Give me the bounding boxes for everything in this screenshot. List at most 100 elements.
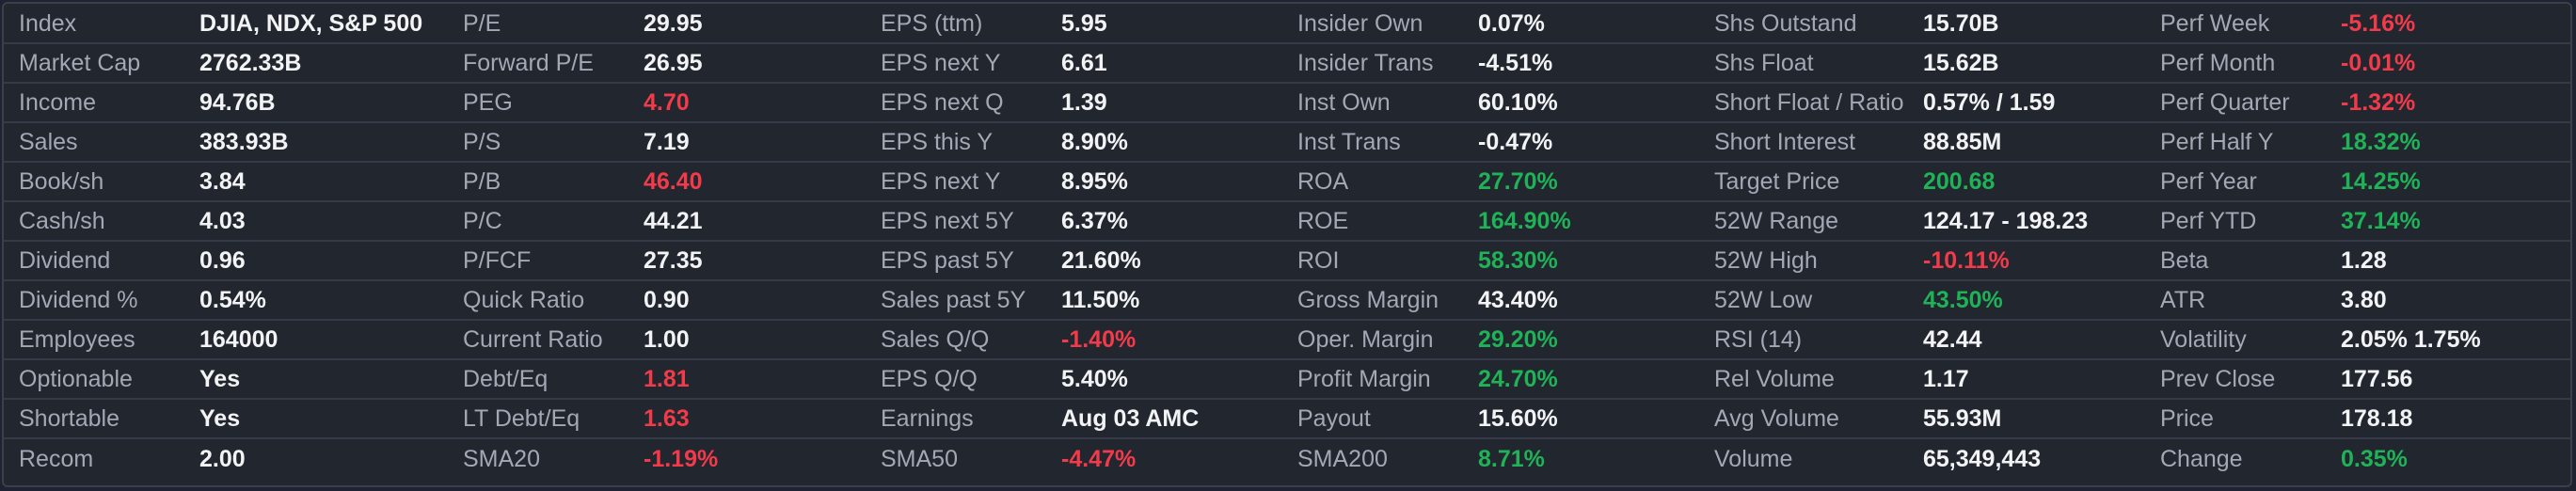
metric-value: 1.00: [644, 320, 866, 360]
metric-label: P/FCF: [448, 241, 644, 281]
metric-label: 52W Range: [1699, 201, 1923, 242]
metric-label: Forward P/E: [448, 43, 644, 84]
metric-value: 15.70B: [1923, 4, 2145, 44]
metric-value: DJIA, NDX, S&P 500: [199, 4, 448, 44]
metric-value: -5.16%: [2341, 4, 2570, 44]
metric-value: 1.81: [644, 359, 866, 400]
metric-label: Shs Float: [1699, 43, 1923, 84]
snapshot-body: Index DJIA, NDX, S&P 500 P/E 29.95 EPS (ttm)…: [4, 4, 2570, 478]
metric-label: Optionable: [4, 359, 199, 400]
metric-label: Volume: [1714, 445, 1793, 472]
metric-label: SMA50: [881, 445, 958, 472]
metric-value: 1.39: [1061, 83, 1282, 123]
table-row: Dividend 0.96 P/FCF 27.35 EPS past 5Y 21.60% R…: [4, 241, 2570, 281]
metric-label: EPS next Q: [866, 83, 1061, 123]
metric-value: 164000: [199, 320, 448, 360]
metric-label: Rel Volume: [1699, 359, 1923, 400]
table-row: Optionable Yes Debt/Eq 1.81 EPS Q/Q 5.40% Prof…: [4, 359, 2570, 400]
metric-value: 124.17 - 198.23: [1923, 201, 2145, 242]
metric-label: Perf YTD: [2145, 201, 2341, 242]
metric-value: -1.32%: [2341, 83, 2570, 123]
metric-value: 164.90%: [1478, 201, 1699, 242]
metric-value: 200.68: [1923, 162, 2145, 202]
table-row: Market Cap 2762.33B Forward P/E 26.95 EPS ne…: [4, 43, 2570, 84]
metric-value: 15.62B: [1923, 43, 2145, 84]
table-row: Recom 2.00 SMA20 -1.19% SMA50 -4.47% SMA200 8.7…: [4, 438, 2570, 478]
metric-label: Short Interest: [1699, 122, 1923, 163]
metric-label: Insider Trans: [1282, 43, 1478, 84]
metric-label: Gross Margin: [1282, 280, 1478, 321]
metric-label: PEG: [448, 83, 644, 123]
metric-label: P/E: [448, 4, 644, 44]
metric-label: Change: [2160, 445, 2243, 472]
metric-label: Payout: [1282, 399, 1478, 439]
metric-value: 0.54%: [199, 280, 448, 321]
metric-label: P/B: [448, 162, 644, 202]
metric-value: Yes: [199, 359, 448, 400]
metric-label: Debt/Eq: [448, 359, 644, 400]
metric-value: 18.32%: [2341, 122, 2570, 163]
metric-value: 0.96: [199, 241, 448, 281]
metric-value: 8.90%: [1061, 122, 1282, 163]
metric-label: Target Price: [1699, 162, 1923, 202]
metric-value: 5.95: [1061, 4, 1282, 44]
metric-value: 15.60%: [1478, 399, 1699, 439]
metric-label: Perf Half Y: [2145, 122, 2341, 163]
metric-label: Inst Own: [1282, 83, 1478, 123]
metric-value: 43.40%: [1478, 280, 1699, 321]
metric-value: 29.95: [644, 4, 866, 44]
metric-label: Oper. Margin: [1282, 320, 1478, 360]
metric-label: Dividend %: [4, 280, 199, 321]
metric-label: Current Ratio: [448, 320, 644, 360]
metric-label: ATR: [2145, 280, 2341, 321]
metric-label: P/C: [448, 201, 644, 242]
metric-value: 383.93B: [199, 122, 448, 163]
metric-value: Aug 03 AMC: [1061, 399, 1282, 439]
metric-label: ROA: [1282, 162, 1478, 202]
metric-value: 60.10%: [1478, 83, 1699, 123]
metric-value: 4.03: [199, 201, 448, 242]
metric-value: -0.01%: [2341, 43, 2570, 84]
metric-value: 3.84: [199, 162, 448, 202]
metric-value: 21.60%: [1061, 241, 1282, 281]
metric-label: Insider Own: [1282, 4, 1478, 44]
metric-value: 26.95: [644, 43, 866, 84]
metric-label: EPS past 5Y: [866, 241, 1061, 281]
metric-value: 4.70: [644, 83, 866, 123]
metric-value: 27.70%: [1478, 162, 1699, 202]
metric-value: 2.00: [199, 445, 246, 472]
metric-value: 65,349,443: [1923, 445, 2042, 472]
metric-label: EPS Q/Q: [866, 359, 1061, 400]
metric-value: 1.63: [644, 399, 866, 439]
metric-label: Earnings: [866, 399, 1061, 439]
metric-label: RSI (14): [1699, 320, 1923, 360]
metric-value: 14.25%: [2341, 162, 2570, 202]
metric-label: EPS next Y: [866, 43, 1061, 84]
metric-value: 24.70%: [1478, 359, 1699, 400]
metric-value: 43.50%: [1923, 280, 2145, 321]
metric-value: 7.19: [644, 122, 866, 163]
metric-value: 0.57% / 1.59: [1923, 83, 2145, 123]
metric-label: Index: [4, 4, 199, 44]
metric-label: Employees: [4, 320, 199, 360]
metric-label: Perf Week: [2145, 4, 2341, 44]
table-row: Shortable Yes LT Debt/Eq 1.63 Earnings Aug 03…: [4, 399, 2570, 439]
metric-value: -4.51%: [1478, 43, 1699, 84]
metric-value: 42.44: [1923, 320, 2145, 360]
metric-label: Avg Volume: [1699, 399, 1923, 439]
table-row: Dividend % 0.54% Quick Ratio 0.90 Sales past…: [4, 280, 2570, 321]
table-row: Index DJIA, NDX, S&P 500 P/E 29.95 EPS (ttm)…: [4, 4, 2570, 44]
metric-label: SMA200: [1297, 445, 1388, 472]
metric-value: -1.40%: [1061, 320, 1282, 360]
metric-label: 52W Low: [1699, 280, 1923, 321]
metric-label: Prev Close: [2145, 359, 2341, 400]
metric-label: Beta: [2145, 241, 2341, 281]
metric-value: 0.35%: [2341, 445, 2408, 472]
metric-value: 1.17: [1923, 359, 2145, 400]
metric-label: Perf Month: [2145, 43, 2341, 84]
metric-value: 37.14%: [2341, 201, 2570, 242]
metric-value: 1.28: [2341, 241, 2570, 281]
table-row: Cash/sh 4.03 P/C 44.21 EPS next 5Y 6.37% ROE 16…: [4, 201, 2570, 242]
metric-label: EPS this Y: [866, 122, 1061, 163]
